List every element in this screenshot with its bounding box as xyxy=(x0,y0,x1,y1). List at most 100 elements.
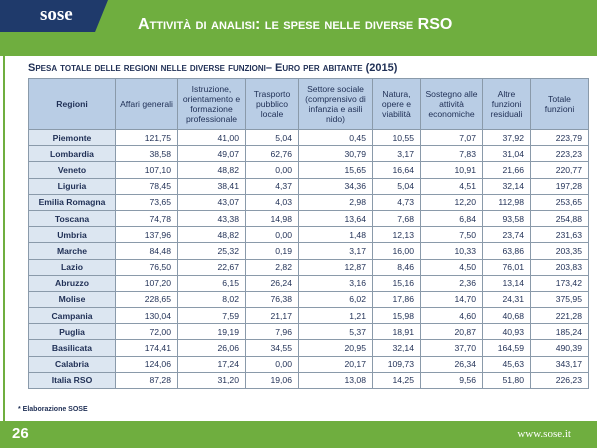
value-cell: 0,45 xyxy=(298,128,373,147)
table-row: Lombardia 38,58 49,07 62,76 30,79 3,17 7,83 31,… xyxy=(28,145,589,163)
value-cell: 8,46 xyxy=(372,258,421,276)
value-cell: 40,93 xyxy=(482,323,531,341)
value-cell: 51,80 xyxy=(482,371,531,390)
value-cell: 14,98 xyxy=(245,209,299,228)
table-row: Piemonte 121,75 41,00 5,04 0,45 10,55 7,07 37,9… xyxy=(28,128,589,147)
value-cell: 343,17 xyxy=(530,355,589,373)
value-cell: 3,17 xyxy=(372,145,421,163)
value-cell: 7,07 xyxy=(420,128,483,147)
value-cell: 48,82 xyxy=(177,161,246,179)
value-cell: 7,83 xyxy=(420,145,483,163)
value-cell: 490,39 xyxy=(530,339,589,357)
table-row: Liguria 78,45 38,41 4,37 34,36 5,04 4,51 32,14 1… xyxy=(28,177,589,195)
value-cell: 14,70 xyxy=(420,290,483,309)
value-cell: 76,50 xyxy=(115,258,178,276)
value-cell: 10,91 xyxy=(420,161,483,179)
value-cell: 16,64 xyxy=(372,161,421,179)
value-cell: 109,73 xyxy=(372,355,421,373)
table-row: Lazio 76,50 22,67 2,82 12,87 8,46 4,50 76,01 203… xyxy=(28,258,589,276)
value-cell: 84,48 xyxy=(115,242,178,260)
table-row: Puglia 72,00 19,19 7,96 5,37 18,91 20,87 40,93 1… xyxy=(28,323,589,341)
value-cell: 34,55 xyxy=(245,339,299,357)
value-cell: 6,15 xyxy=(177,274,246,292)
column-header: Trasporto pubblico locale xyxy=(245,78,299,130)
value-cell: 164,59 xyxy=(482,339,531,357)
value-cell: 63,86 xyxy=(482,242,531,260)
column-header: Istruzione, orientamento e formazione pr… xyxy=(177,78,246,130)
column-header: Natura, opere e viabilità xyxy=(372,78,421,130)
value-cell: 19,06 xyxy=(245,371,299,390)
value-cell: 3,16 xyxy=(298,274,373,292)
value-cell: 37,92 xyxy=(482,128,531,147)
footer: 26 www.sose.it xyxy=(0,421,597,448)
value-cell: 228,65 xyxy=(115,290,178,309)
region-cell: Emilia Romagna xyxy=(28,193,116,211)
region-cell: Liguria xyxy=(28,177,116,195)
region-cell: Lazio xyxy=(28,258,116,276)
column-header: Affari generali xyxy=(115,78,178,130)
value-cell: 93,58 xyxy=(482,209,531,228)
value-cell: 203,35 xyxy=(530,242,589,260)
value-cell: 78,45 xyxy=(115,177,178,195)
value-cell: 1,21 xyxy=(298,307,373,325)
value-cell: 0,00 xyxy=(245,355,299,373)
column-header: Sostegno alle attività economiche xyxy=(420,78,483,130)
value-cell: 107,20 xyxy=(115,274,178,292)
value-cell: 0,00 xyxy=(245,226,299,244)
value-cell: 21,66 xyxy=(482,161,531,179)
value-cell: 124,06 xyxy=(115,355,178,373)
value-cell: 185,24 xyxy=(530,323,589,341)
value-cell: 16,00 xyxy=(372,242,421,260)
value-cell: 5,04 xyxy=(372,177,421,195)
value-cell: 43,07 xyxy=(177,193,246,211)
value-cell: 4,60 xyxy=(420,307,483,325)
table-row: Toscana 74,78 43,38 14,98 13,64 7,68 6,84 93,58… xyxy=(28,209,589,228)
value-cell: 43,38 xyxy=(177,209,246,228)
value-cell: 13,14 xyxy=(482,274,531,292)
value-cell: 26,06 xyxy=(177,339,246,357)
value-cell: 2,98 xyxy=(298,193,373,211)
value-cell: 18,91 xyxy=(372,323,421,341)
table-row: Veneto 107,10 48,82 0,00 15,65 16,64 10,91 21,6… xyxy=(28,161,589,179)
value-cell: 12,87 xyxy=(298,258,373,276)
value-cell: 112,98 xyxy=(482,193,531,211)
value-cell: 38,41 xyxy=(177,177,246,195)
value-cell: 4,37 xyxy=(245,177,299,195)
region-cell: Veneto xyxy=(28,161,116,179)
value-cell: 1,48 xyxy=(298,226,373,244)
value-cell: 17,86 xyxy=(372,290,421,309)
value-cell: 6,02 xyxy=(298,290,373,309)
value-cell: 15,65 xyxy=(298,161,373,179)
column-header: Settore sociale (comprensivo di infanzia… xyxy=(298,78,373,130)
table-row: Umbria 137,96 48,82 0,00 1,48 12,13 7,50 23,74 2… xyxy=(28,226,589,244)
value-cell: 5,04 xyxy=(245,128,299,147)
value-cell: 7,59 xyxy=(177,307,246,325)
table-title: Spesa totale delle regioni nelle diverse… xyxy=(28,62,398,74)
value-cell: 2,36 xyxy=(420,274,483,292)
column-header: Regioni xyxy=(28,78,116,130)
website: www.sose.it xyxy=(517,428,571,440)
value-cell: 10,33 xyxy=(420,242,483,260)
table-row: Molise 228,65 8,02 76,38 6,02 17,86 14,70 24,31… xyxy=(28,290,589,309)
value-cell: 107,10 xyxy=(115,161,178,179)
slide-title: Attività di analisi: le spese nelle dive… xyxy=(138,16,453,33)
value-cell: 45,63 xyxy=(482,355,531,373)
value-cell: 15,16 xyxy=(372,274,421,292)
value-cell: 9,56 xyxy=(420,371,483,390)
value-cell: 26,24 xyxy=(245,274,299,292)
value-cell: 7,50 xyxy=(420,226,483,244)
table-row: Basilicata 174,41 26,06 34,55 20,95 32,14 37,7… xyxy=(28,339,589,357)
value-cell: 40,68 xyxy=(482,307,531,325)
value-cell: 23,74 xyxy=(482,226,531,244)
region-cell: Piemonte xyxy=(28,128,116,147)
column-header: Altre funzioni residuali xyxy=(482,78,531,130)
value-cell: 253,65 xyxy=(530,193,589,211)
value-cell: 73,65 xyxy=(115,193,178,211)
value-cell: 34,36 xyxy=(298,177,373,195)
region-cell: Abruzzo xyxy=(28,274,116,292)
value-cell: 10,55 xyxy=(372,128,421,147)
value-cell: 12,13 xyxy=(372,226,421,244)
table-row: Emilia Romagna 73,65 43,07 4,03 2,98 4,73 12,2… xyxy=(28,193,589,211)
column-header: Totale funzioni xyxy=(530,78,589,130)
